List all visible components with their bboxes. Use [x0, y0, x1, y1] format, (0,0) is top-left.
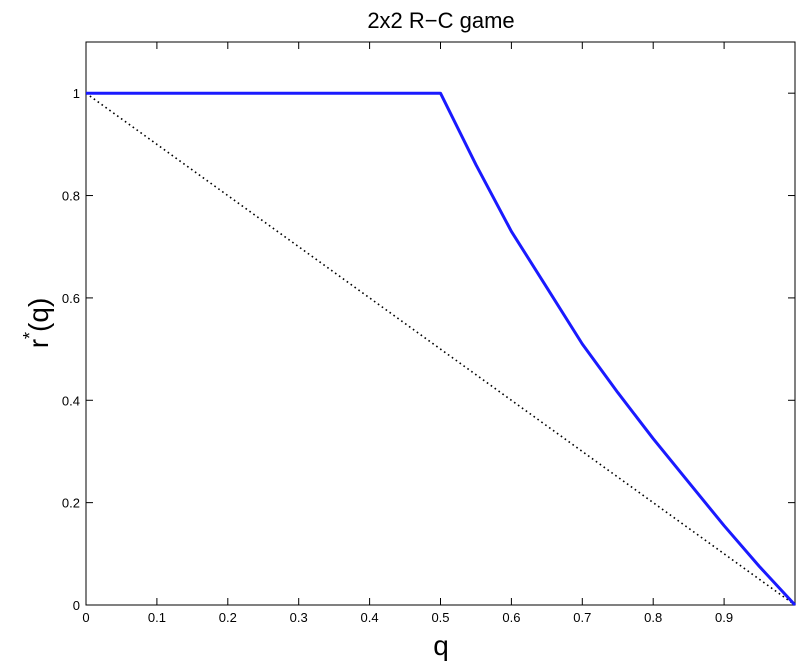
y-tick-label: 0.4	[62, 393, 80, 408]
plot-area	[85, 41, 796, 606]
x-tick-label: 0.1	[148, 610, 166, 625]
y-tick-label: 1	[73, 86, 80, 101]
y-tick-label: 0	[73, 598, 80, 613]
x-tick-label: 0.5	[431, 610, 449, 625]
x-tick-label: 0.8	[644, 610, 662, 625]
y-axis-ticks: 0 0.2 0.4 0.6 0.8 1	[62, 86, 795, 613]
svg-text:r*(q): r*(q)	[20, 298, 54, 349]
x-tick-label: 0.2	[219, 610, 237, 625]
y-tick-label: 0.2	[62, 496, 80, 511]
series-solid-line	[86, 91, 796, 607]
y-axis-label-argument: (q)	[23, 298, 54, 332]
x-tick-label: 0.6	[502, 610, 520, 625]
y-tick-label: 0.6	[62, 291, 80, 306]
y-tick-label: 0.8	[62, 189, 80, 204]
x-axis-label: q	[433, 630, 449, 661]
x-tick-label: 0.3	[290, 610, 308, 625]
y-axis-label-main: r	[23, 339, 54, 348]
y-axis-label-superscript: *	[20, 332, 40, 339]
x-axis-ticks: 0 0.1 0.2 0.3 0.4 0.5 0.6 0.7 0.8 0.9	[82, 42, 733, 625]
chart-title: 2x2 R−C game	[367, 8, 514, 33]
y-axis-label: r*(q)	[20, 298, 54, 349]
x-tick-label: 0	[82, 610, 89, 625]
series-dotted-line	[85, 92, 796, 606]
series-layer	[85, 91, 796, 607]
x-tick-label: 0.7	[573, 610, 591, 625]
x-tick-label: 0.4	[361, 610, 379, 625]
x-tick-label: 0.9	[715, 610, 733, 625]
